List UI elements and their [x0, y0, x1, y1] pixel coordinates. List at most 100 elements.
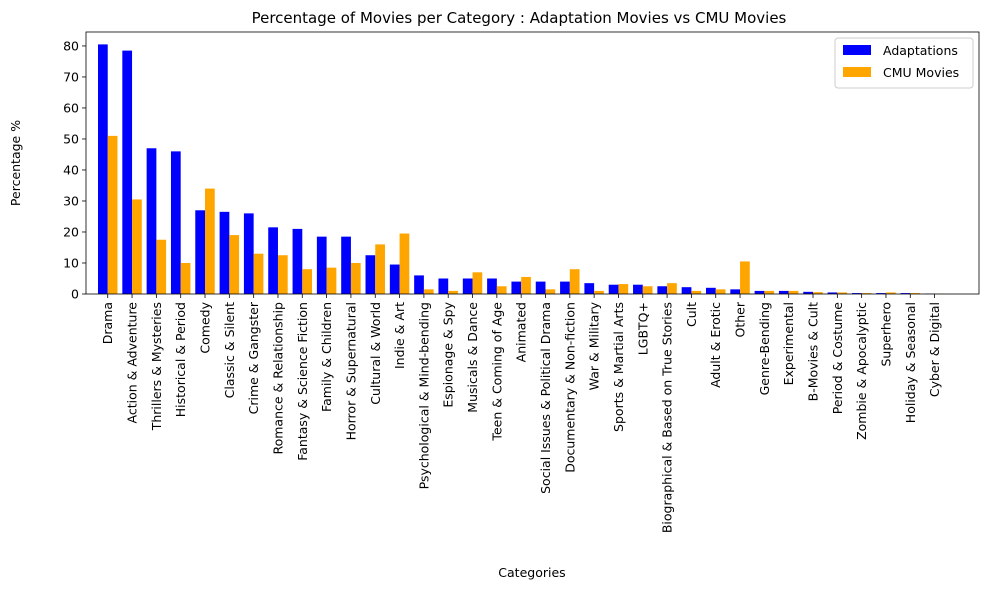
y-tick-label: 70: [63, 69, 79, 84]
x-tick-label-cyber-digital: Cyber & Digital: [927, 302, 942, 397]
bar-adaptations-zombie-apocalyptic: [851, 293, 862, 294]
bar-adaptations-other: [730, 289, 741, 294]
bar-adaptations-genre-bending: [754, 290, 765, 294]
x-tick-label-adult-erotic: Adult & Erotic: [708, 302, 723, 388]
x-tick-label-romance-relationship: Romance & Relationship: [270, 302, 285, 455]
bar-cmu-movies-genre-bending: [764, 290, 775, 294]
bar-adaptations-crime-gangster: [243, 213, 254, 294]
bar-cmu-movies-drama: [107, 135, 118, 294]
bar-adaptations-drama: [98, 44, 108, 295]
y-tick-label: 10: [63, 255, 79, 270]
bar-cmu-movies-cultural-world: [375, 244, 385, 294]
bar-cmu-movies-action-adventure: [132, 199, 142, 294]
x-tick-label-period-costume: Period & Costume: [830, 302, 845, 415]
x-tick-label-biographical-based-on-true-stories: Biographical & Based on True Stories: [660, 302, 675, 533]
bar-adaptations-thrillers-mysteries: [146, 148, 157, 294]
x-tick-label-social-issues-political-drama: Social Issues & Political Drama: [538, 302, 553, 494]
bar-adaptations-adult-erotic: [706, 287, 716, 294]
x-tick-label-cult: Cult: [684, 302, 699, 327]
x-tick-label-crime-gangster: Crime & Gangster: [246, 301, 261, 414]
x-tick-label-historical-period: Historical & Period: [173, 302, 188, 417]
bar-adaptations-romance-relationship: [268, 227, 278, 294]
bar-cmu-movies-teen-coming-of-age: [496, 286, 507, 294]
bar-cmu-movies-zombie-apocalyptic: [861, 293, 872, 294]
bar-cmu-movies-superhero: [885, 292, 896, 294]
x-tick-label-horror-supernatural: Horror & Supernatural: [343, 302, 358, 440]
bar-adaptations-musicals-dance: [462, 278, 473, 294]
x-tick-label-indie-art: Indie & Art: [392, 302, 407, 369]
bar-adaptations-war-military: [584, 283, 595, 294]
bar-adaptations-animated: [511, 281, 522, 294]
y-tick-label: 40: [63, 162, 79, 177]
x-tick-label-animated: Animated: [514, 302, 529, 362]
x-tick-label-zombie-apocalyptic: Zombie & Apocalyptic: [854, 302, 869, 440]
bar-adaptations-espionage-spy: [438, 278, 449, 294]
bar-adaptations-cultural-world: [365, 255, 376, 294]
x-tick-label-family-children: Family & Children: [319, 302, 334, 412]
x-tick-label-classic-silent: Classic & Silent: [222, 302, 237, 398]
bar-adaptations-holiday-seasonal: [900, 293, 911, 294]
bar-cmu-movies-cult: [691, 290, 702, 294]
bar-cmu-movies-indie-art: [399, 233, 410, 294]
bar-cmu-movies-period-costume: [837, 292, 848, 294]
x-tick-label-psychological-mind-bending: Psychological & Mind-bending: [416, 302, 431, 489]
bar-cmu-movies-biographical-based-on-true-stories: [667, 283, 677, 294]
y-tick-label: 50: [63, 131, 79, 146]
legend-swatch-adaptations: [843, 45, 871, 55]
bar-cmu-movies-romance-relationship: [277, 255, 288, 294]
bar-adaptations-documentary-non-fiction: [560, 281, 570, 294]
x-tick-label-sports-martial-arts: Sports & Martial Arts: [611, 302, 626, 432]
plot-frame: [85, 31, 980, 295]
bar-adaptations-family-children: [316, 236, 327, 294]
bar-adaptations-historical-period: [170, 151, 181, 294]
bar-cmu-movies-classic-silent: [229, 235, 240, 294]
x-tick-label-war-military: War & Military: [587, 301, 602, 390]
bar-adaptations-fantasy-science-fiction: [292, 228, 303, 294]
bar-cmu-movies-musicals-dance: [472, 272, 483, 294]
bar-cmu-movies-sports-martial-arts: [618, 284, 629, 294]
y-tick-label: 20: [63, 224, 79, 239]
bar-adaptations-period-costume: [827, 292, 838, 294]
x-tick-label-thrillers-mysteries: Thrillers & Mysteries: [149, 302, 164, 431]
bar-cmu-movies-comedy: [205, 188, 215, 294]
bar-adaptations-indie-art: [389, 264, 400, 294]
bar-cmu-movies-animated: [521, 276, 531, 294]
y-tick-label: 30: [63, 193, 79, 208]
bar-cmu-movies-espionage-spy: [448, 290, 458, 294]
x-tick-label-genre-bending: Genre-Bending: [757, 302, 772, 395]
x-tick-label-teen-coming-of-age: Teen & Coming of Age: [489, 302, 504, 442]
bar-adaptations-classic-silent: [219, 211, 230, 294]
bar-cmu-movies-experimental: [788, 290, 799, 294]
y-tick-label: 0: [71, 287, 79, 302]
bar-cmu-movies-other: [740, 261, 750, 294]
y-axis-label: Percentage %: [8, 120, 23, 206]
bar-adaptations-action-adventure: [122, 50, 133, 294]
bar-adaptations-comedy: [195, 210, 206, 294]
bar-adaptations-biographical-based-on-true-stories: [657, 286, 668, 294]
bar-adaptations-social-issues-political-drama: [535, 281, 546, 294]
bar-adaptations-experimental: [778, 290, 789, 294]
legend: Adaptations CMU Movies: [834, 37, 974, 89]
legend-swatch-cmu-movies: [843, 67, 871, 77]
x-tick-label-other: Other: [733, 301, 748, 337]
x-tick-label-superhero: Superhero: [878, 302, 893, 367]
bar-adaptations-teen-coming-of-age: [487, 278, 497, 294]
chart-title: Percentage of Movies per Category : Adap…: [252, 9, 787, 27]
bar-cmu-movies-thrillers-mysteries: [156, 239, 167, 294]
bar-adaptations-sports-martial-arts: [608, 284, 619, 294]
x-tick-label-action-adventure: Action & Adventure: [125, 302, 140, 424]
bar-cmu-movies-lgbtq: [642, 286, 653, 294]
y-tick-label: 60: [63, 100, 79, 115]
legend-label-adaptations: Adaptations: [883, 43, 958, 58]
x-tick-label-fantasy-science-fiction: Fantasy & Science Fiction: [295, 302, 310, 461]
x-axis-label: Categories: [498, 565, 565, 580]
y-axis-ticks: 0 10 20 30 40 50 60 70 80: [63, 38, 86, 302]
y-tick-label: 80: [63, 38, 79, 53]
bar-cmu-movies-war-military: [594, 290, 604, 294]
bar-cmu-movies-psychological-mind-bending: [423, 289, 434, 294]
bar-cmu-movies-holiday-seasonal: [910, 293, 921, 294]
bar-cmu-movies-horror-supernatural: [350, 262, 361, 294]
x-tick-label-lgbtq: LGBTQ+: [635, 302, 650, 355]
x-tick-label-experimental: Experimental: [781, 302, 796, 385]
